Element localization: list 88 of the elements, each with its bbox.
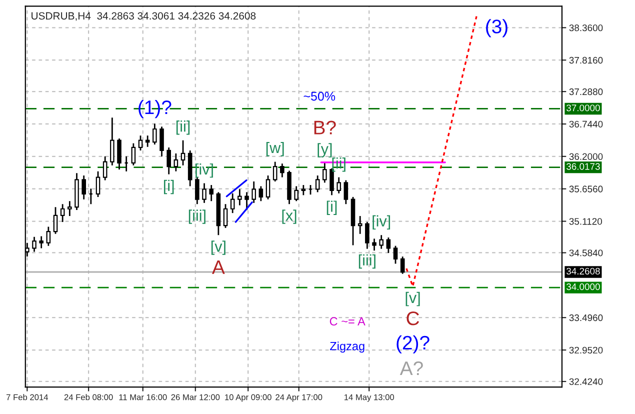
annotation: C ~= A <box>330 317 366 326</box>
candlestick <box>322 162 327 184</box>
candlestick <box>230 192 235 214</box>
annotation: [ii] <box>176 120 190 135</box>
candlestick <box>96 170 100 198</box>
candlestick <box>315 174 320 193</box>
candlestick <box>280 162 284 178</box>
ref-line-label: 34.2608 <box>566 268 600 275</box>
candlestick <box>117 138 122 170</box>
annotation: (2)? <box>396 335 430 354</box>
x-tick-label: 14 May 13:00 <box>344 394 394 402</box>
candlestick <box>294 186 298 202</box>
ref-line-label: 37.0000 <box>566 104 600 112</box>
y-tick-label: 35.6560 <box>569 186 603 192</box>
candlestick <box>372 238 376 252</box>
x-tick-label: 24 Apr 17:00 <box>276 394 322 402</box>
candlestick <box>252 180 256 204</box>
candlestick <box>238 188 242 206</box>
candlestick <box>386 236 391 254</box>
candlestick <box>266 174 270 200</box>
candlestick <box>400 256 405 275</box>
annotation: A? <box>400 361 423 375</box>
annotation: [v] <box>211 240 226 255</box>
annotation: [i] <box>326 200 337 215</box>
candlestick <box>202 182 206 204</box>
y-tick-label: 37.2880 <box>569 88 603 96</box>
annotation: [v] <box>406 292 420 306</box>
candlestick <box>258 186 264 202</box>
y-tick-label: 33.4960 <box>569 314 603 322</box>
candlestick <box>102 156 108 181</box>
candlestick <box>223 203 228 229</box>
candlestick <box>301 184 306 196</box>
candlestick <box>174 152 178 172</box>
candlestick <box>138 134 143 152</box>
candlestick <box>180 140 186 166</box>
candlestick <box>365 221 370 250</box>
candlestick <box>330 168 334 196</box>
candlestick <box>160 126 164 158</box>
y-tick-label: 34.5840 <box>569 250 603 256</box>
x-tick-label: 24 Feb 08:00 <box>64 394 113 400</box>
candlestick <box>272 161 278 182</box>
y-tick-label: 38.3600 <box>569 24 603 32</box>
candlestick <box>82 174 86 200</box>
candlestick <box>209 184 214 202</box>
candlestick <box>393 245 398 264</box>
candlestick <box>379 234 384 250</box>
candlestick <box>152 122 157 146</box>
candlestick <box>68 200 72 217</box>
candlestick <box>60 203 65 223</box>
candlestick <box>195 176 200 205</box>
annotation: ~50% <box>304 92 336 101</box>
y-tick-label: 32.9520 <box>569 346 603 354</box>
annotation: [x] <box>282 210 296 224</box>
candlestick <box>244 191 249 211</box>
annotation: [y] <box>318 143 332 158</box>
annotation: B? <box>314 120 336 134</box>
annotation: C <box>406 312 420 326</box>
annotation: Zigzag <box>330 342 364 353</box>
annotation: (1)? <box>138 100 172 118</box>
annotation: [w] <box>266 142 284 156</box>
chart-title: USDRUB,H4 34.2863 34.3061 34.2326 34.2608 <box>32 12 256 21</box>
annotation: [iii] <box>358 254 376 269</box>
x-tick-label: 7 Feb 2014 <box>6 394 48 400</box>
candlestick <box>344 180 348 205</box>
annotation: [iii] <box>188 210 206 224</box>
candlestick <box>358 215 362 235</box>
y-tick-label: 36.2000 <box>569 153 603 160</box>
candlestick <box>46 226 51 247</box>
ref-line-label: 36.0173 <box>566 163 600 170</box>
y-tick-label: 37.8160 <box>569 56 603 64</box>
x-tick-label: 10 Apr 09:00 <box>225 394 272 402</box>
candlestick <box>336 176 341 194</box>
x-tick-label: 11 Mar 16:00 <box>119 394 167 400</box>
annotation: [iv] <box>372 215 390 230</box>
annotation: [i] <box>164 180 174 194</box>
x-tick-label: 26 Mar 12:00 <box>171 394 220 400</box>
candlestick <box>32 236 36 252</box>
y-tick-label: 35.1120 <box>569 218 602 225</box>
candlestick <box>110 116 114 166</box>
y-tick-label: 32.4240 <box>569 378 603 385</box>
annotation: (3) <box>486 19 508 38</box>
candlestick <box>166 146 171 175</box>
candlestick <box>39 236 44 249</box>
annotation: A <box>212 260 225 274</box>
candlestick <box>53 206 58 235</box>
candlestick <box>131 142 136 166</box>
y-tick-label: 36.7440 <box>569 120 603 128</box>
ref-line-label: 34.0000 <box>566 283 600 290</box>
